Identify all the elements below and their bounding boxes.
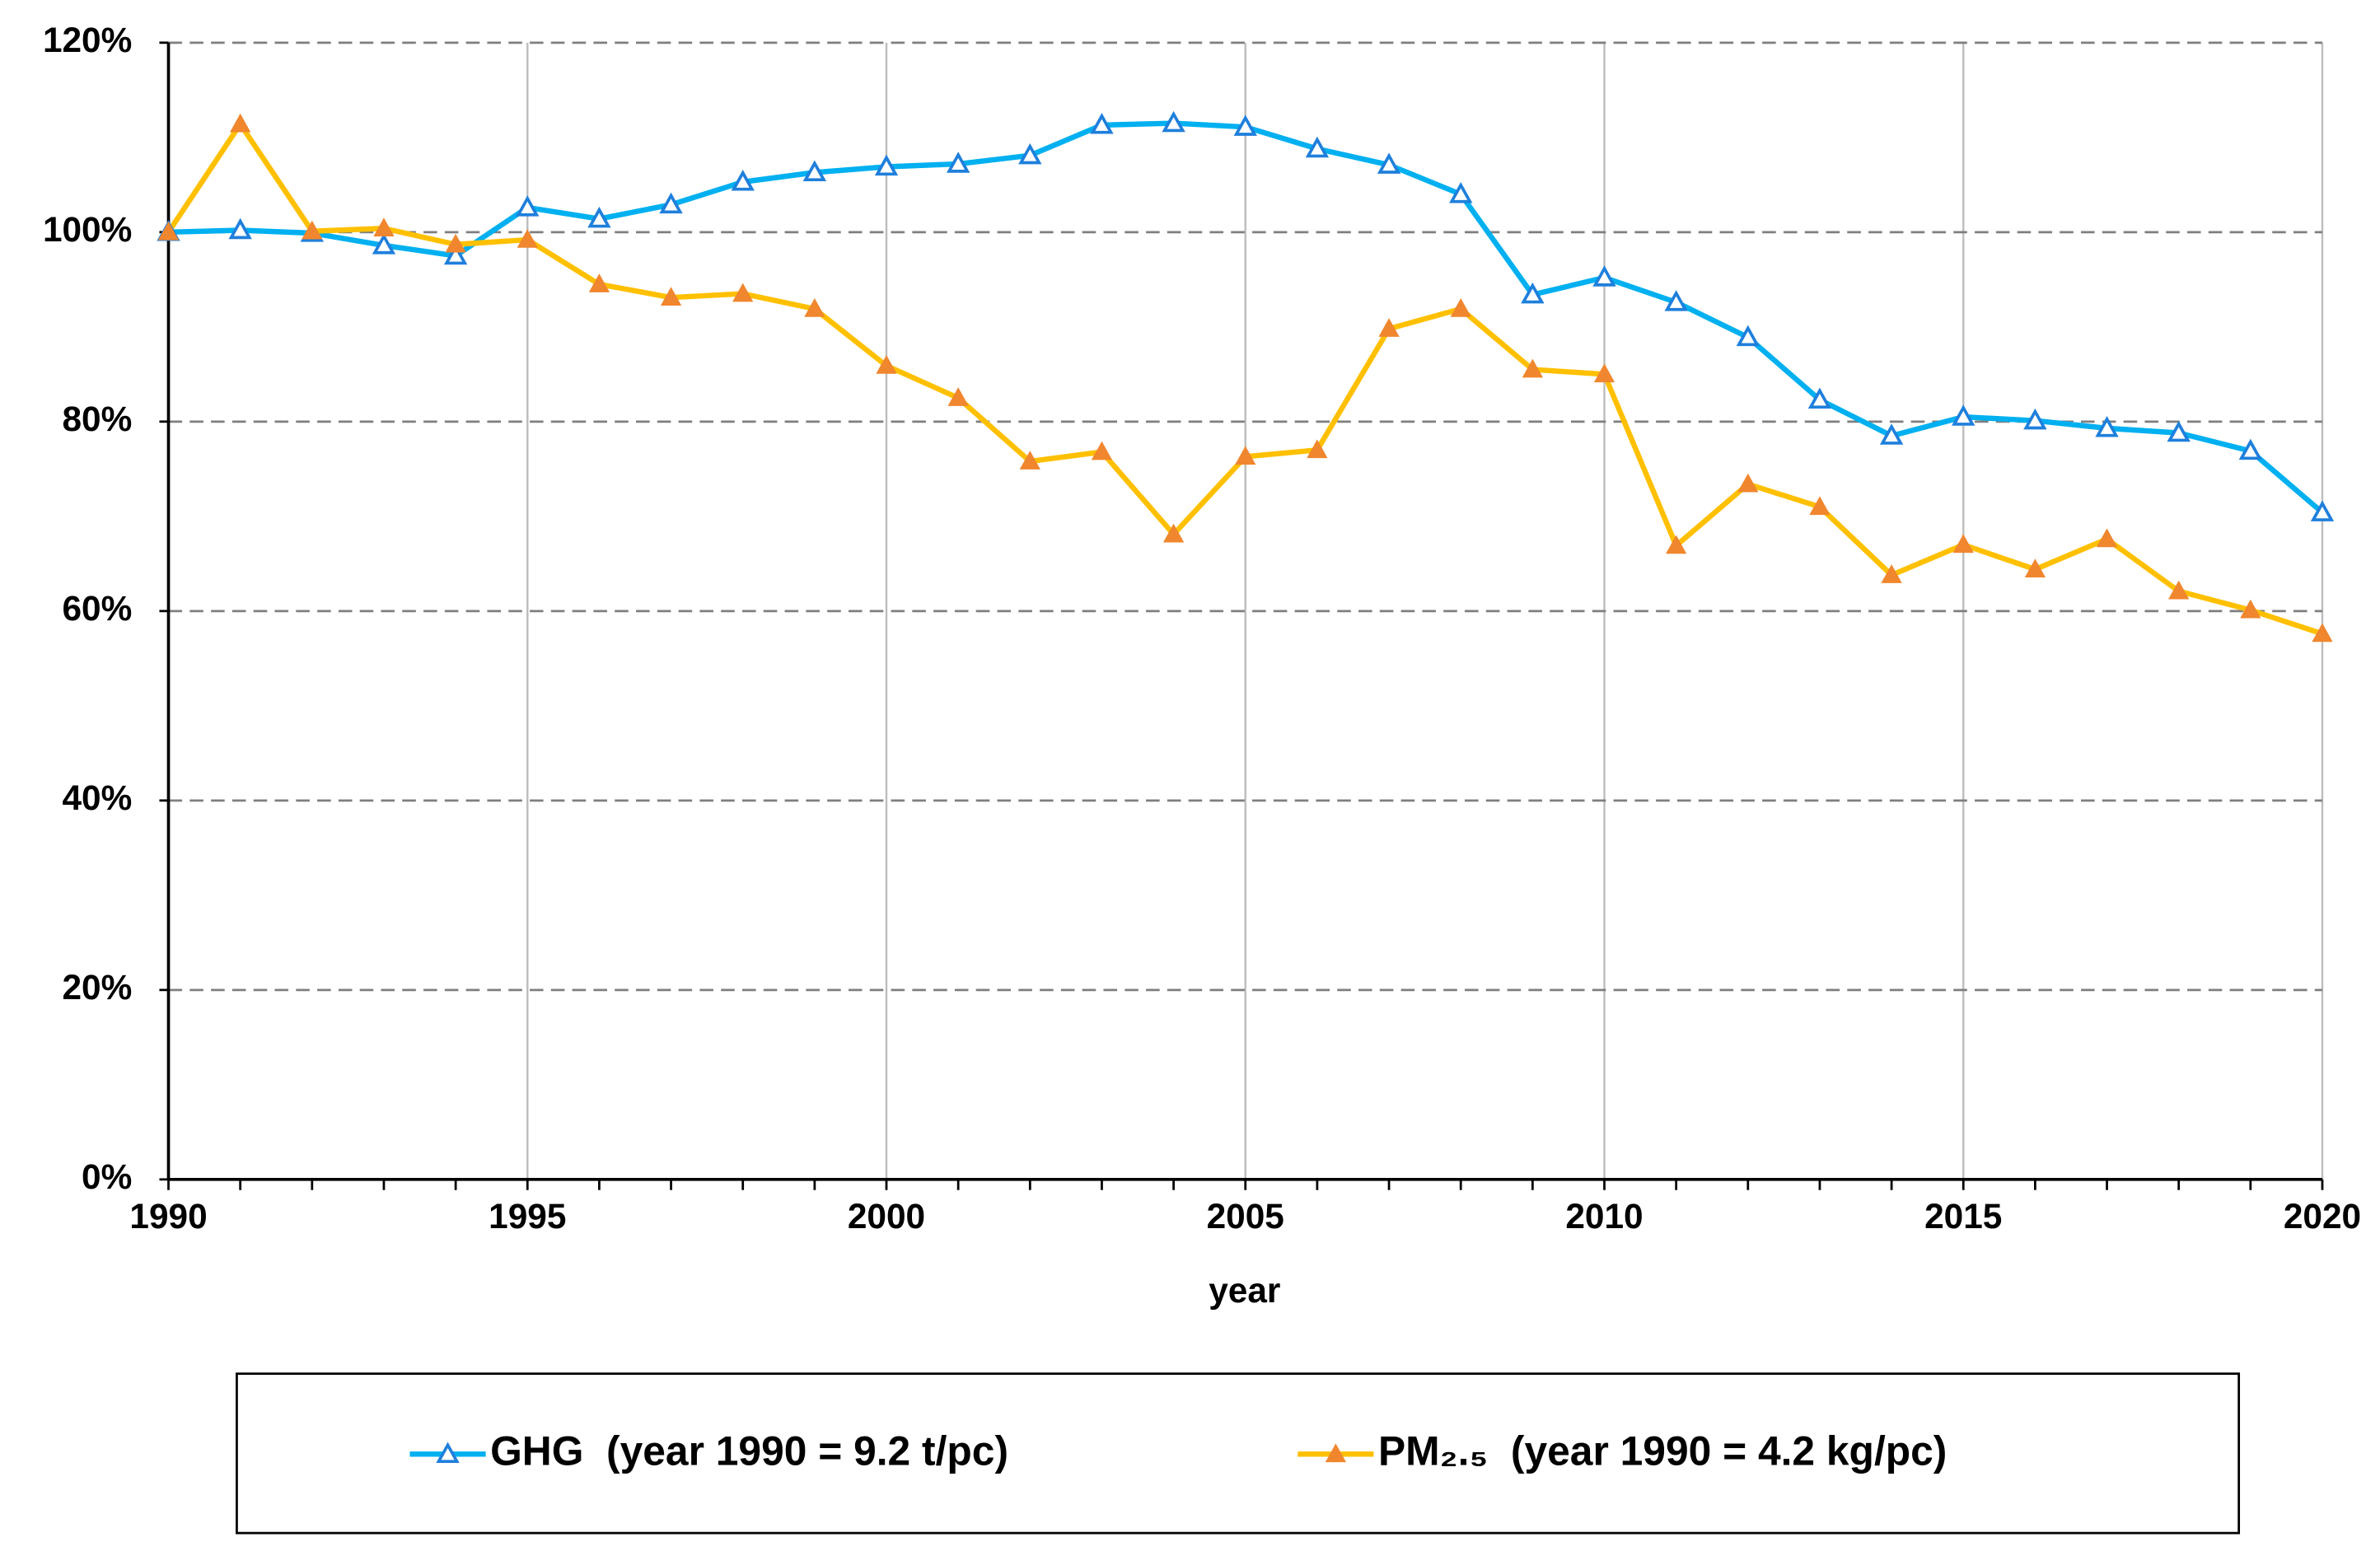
marker xyxy=(947,387,969,406)
marker xyxy=(1952,404,1976,426)
marker xyxy=(1881,564,1902,583)
marker xyxy=(1019,451,1040,470)
marker xyxy=(1666,535,1687,554)
marker xyxy=(1450,298,1471,317)
y-tick-label: 40% xyxy=(63,778,133,817)
marker xyxy=(1952,534,1974,554)
marker xyxy=(1809,496,1831,516)
marker xyxy=(874,154,899,176)
marker xyxy=(2168,580,2190,600)
marker xyxy=(2240,599,2261,619)
marker xyxy=(1593,363,1616,383)
legend-marker xyxy=(1325,1443,1346,1463)
marker xyxy=(804,298,825,317)
marker xyxy=(1307,439,1328,459)
y-tick-label: 0% xyxy=(82,1157,132,1196)
x-tick-label: 1995 xyxy=(489,1197,566,1236)
marker xyxy=(2238,438,2263,460)
marker xyxy=(1378,318,1400,337)
marker xyxy=(1305,136,1330,158)
marker xyxy=(1090,113,1114,134)
marker xyxy=(1449,181,1473,203)
marker xyxy=(230,113,251,133)
marker xyxy=(2312,623,2333,642)
legend-marker xyxy=(436,1442,460,1464)
x-axis-title: year xyxy=(1209,1271,1280,1310)
legend-label: GHG (year 1990 = 9.2 t/pc) xyxy=(490,1428,1008,1474)
marker xyxy=(876,355,897,374)
marker xyxy=(1162,110,1185,133)
marker xyxy=(445,233,466,253)
marker xyxy=(302,220,323,240)
marker xyxy=(157,221,180,241)
marker xyxy=(1018,143,1042,165)
x-tick-label: 2010 xyxy=(1565,1197,1643,1236)
y-tick-label: 120% xyxy=(43,21,132,59)
marker xyxy=(373,217,395,236)
legend-label: PM₂.₅ (year 1990 = 4.2 kg/pc) xyxy=(1378,1428,1947,1474)
marker xyxy=(1091,441,1113,460)
marker xyxy=(588,273,610,292)
marker xyxy=(1664,290,1688,311)
y-tick-label: 60% xyxy=(63,589,133,628)
x-tick-label: 2005 xyxy=(1207,1197,1284,1236)
x-tick-label: 2020 xyxy=(2284,1197,2361,1236)
y-tick-label: 20% xyxy=(63,968,133,1007)
marker xyxy=(517,229,538,248)
x-tick-label: 2015 xyxy=(1924,1197,2002,1236)
x-tick-label: 1990 xyxy=(129,1197,207,1236)
marker xyxy=(1233,114,1257,136)
marker xyxy=(372,233,396,255)
marker xyxy=(732,283,754,302)
marker xyxy=(659,192,683,214)
marker xyxy=(1879,423,1904,445)
marker xyxy=(1235,446,1256,465)
marker xyxy=(587,206,611,228)
marker xyxy=(2167,420,2191,442)
marker xyxy=(1592,265,1616,287)
marker xyxy=(946,152,970,173)
x-tick-label: 2000 xyxy=(848,1197,925,1236)
marker xyxy=(1807,387,1832,409)
marker xyxy=(1521,282,1545,304)
marker xyxy=(2023,408,2047,430)
marker xyxy=(2096,528,2118,548)
marker xyxy=(2024,558,2046,577)
legend-box xyxy=(236,1372,2241,1535)
marker xyxy=(802,160,827,182)
marker xyxy=(2095,416,2119,437)
marker xyxy=(731,170,755,191)
marker xyxy=(228,217,252,240)
y-tick-label: 100% xyxy=(43,210,132,249)
marker xyxy=(1377,152,1401,174)
marker xyxy=(516,195,540,217)
marker xyxy=(2310,500,2335,521)
marker xyxy=(1162,523,1185,543)
marker xyxy=(1737,473,1759,493)
marker xyxy=(660,287,682,306)
marker xyxy=(1736,325,1760,347)
marker xyxy=(1522,358,1543,378)
marker xyxy=(443,243,468,265)
y-tick-label: 80% xyxy=(63,400,133,438)
